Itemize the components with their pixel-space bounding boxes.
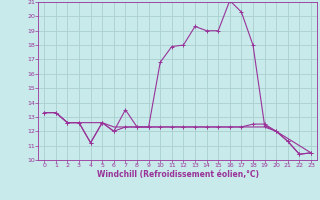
X-axis label: Windchill (Refroidissement éolien,°C): Windchill (Refroidissement éolien,°C) bbox=[97, 170, 259, 179]
